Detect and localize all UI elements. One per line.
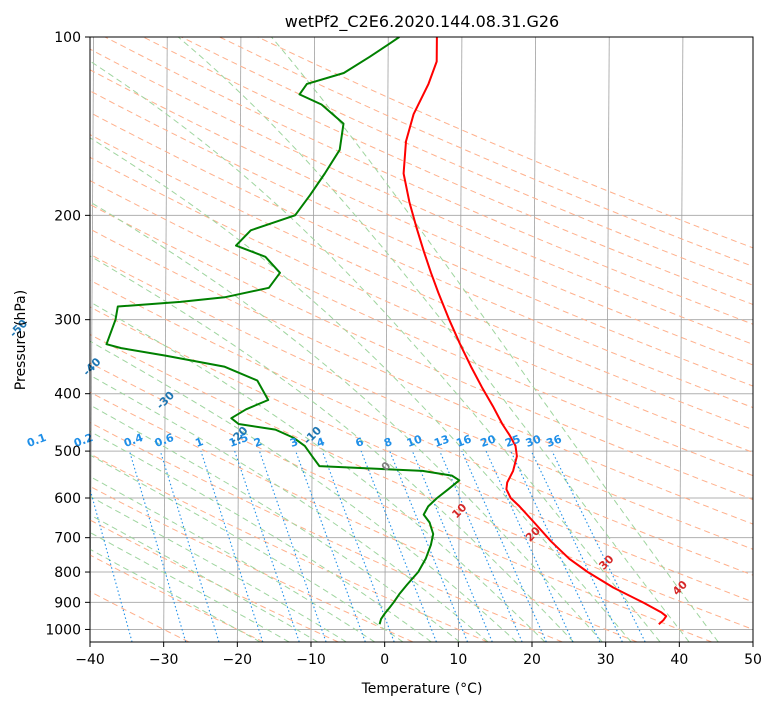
mixing-ratio-line bbox=[411, 450, 493, 642]
dry-adiabat bbox=[90, 279, 753, 576]
moist-adiabat bbox=[90, 255, 574, 642]
moist-adiabat bbox=[90, 454, 404, 642]
mixing-ratio-label: 2 bbox=[252, 435, 264, 450]
x-tick-label: 40 bbox=[670, 652, 688, 668]
x-axis-label: Temperature (°C) bbox=[361, 681, 483, 697]
mixing-ratio-line bbox=[439, 450, 523, 642]
mixing-ratio-line bbox=[485, 450, 574, 642]
moist-adiabat bbox=[90, 60, 661, 642]
dry-adiabat bbox=[90, 306, 753, 603]
mixing-ratio-label: 13 bbox=[432, 432, 451, 449]
mixing-ratio-label: 0.1 bbox=[25, 431, 48, 450]
mixing-ratio-line bbox=[159, 450, 220, 642]
mixing-ratio-line bbox=[200, 450, 264, 642]
profiles bbox=[105, 37, 668, 625]
mixing-ratio-label: 20 bbox=[479, 432, 498, 450]
chart-title: wetPf2_C2E6.2020.144.08.31.G26 bbox=[285, 12, 559, 32]
dry-adiabat bbox=[90, 90, 753, 387]
y-tick-label: 700 bbox=[54, 531, 81, 547]
mixing-ratio-label: 36 bbox=[545, 432, 564, 450]
mixing-ratio-label: 8 bbox=[382, 435, 394, 450]
isotherm-line bbox=[457, 37, 463, 642]
y-tick-label: 400 bbox=[54, 387, 81, 403]
mixing-ratio-label: 6 bbox=[354, 435, 366, 450]
mixing-ratio-line bbox=[90, 487, 133, 642]
mixing-ratio-line bbox=[295, 450, 366, 642]
plot-frame bbox=[89, 36, 754, 643]
mixing-ratio-label: 1 bbox=[194, 435, 206, 450]
isotherm-line bbox=[236, 37, 242, 642]
isotherm-line bbox=[90, 37, 94, 642]
dry-adiabat bbox=[90, 333, 753, 630]
plot-area bbox=[90, 37, 753, 642]
moist-adiabat bbox=[90, 404, 461, 642]
axes: −40 −30 −20 −10 0 10 20 30 40 5010020030040050060… bbox=[45, 30, 762, 668]
temperature-profile bbox=[402, 37, 668, 625]
mixing-ratio-line bbox=[128, 450, 187, 642]
y-tick-label: 500 bbox=[54, 444, 81, 460]
dry-adiabat bbox=[90, 554, 264, 642]
dry-adiabat bbox=[104, 37, 753, 325]
y-tick-label: 300 bbox=[54, 313, 81, 329]
dry-adiabat bbox=[90, 453, 488, 642]
isotherm-line bbox=[605, 37, 610, 642]
mixing-ratio-label: 3 bbox=[288, 435, 300, 450]
moist-adiabat bbox=[90, 201, 603, 642]
mixing-ratio-label: 10 bbox=[405, 432, 424, 450]
x-tick-label: 30 bbox=[597, 652, 615, 668]
mixing-ratio-label: 30 bbox=[524, 432, 543, 450]
y-tick-label: 1000 bbox=[45, 622, 81, 638]
mixing-ratio-label: 0.2 bbox=[72, 431, 95, 450]
moist-adiabat bbox=[177, 37, 690, 642]
mixing-ratio-line bbox=[258, 450, 327, 642]
x-tick-label: −30 bbox=[149, 652, 179, 668]
dewpoint-profile bbox=[105, 37, 461, 625]
isotherm-line bbox=[163, 37, 168, 642]
moist-adiabat bbox=[90, 340, 517, 642]
x-tick-label: 50 bbox=[744, 652, 762, 668]
isotherm-line bbox=[310, 37, 315, 642]
mixing-ratio-label: 0.4 bbox=[122, 431, 145, 450]
mixing-ratio-label: 4 bbox=[315, 435, 327, 450]
x-tick-label: −40 bbox=[75, 652, 105, 668]
mixing-ratio-line bbox=[234, 450, 300, 642]
x-tick-label: 10 bbox=[449, 652, 467, 668]
dry-adiabat bbox=[90, 362, 712, 642]
moist-adiabat bbox=[90, 495, 347, 642]
y-axis-label: Pressure (hPa) bbox=[13, 290, 29, 390]
moist-adiabat bbox=[90, 301, 546, 642]
y-tick-label: 200 bbox=[54, 208, 81, 224]
mixing-ratio-label: 1.5 bbox=[227, 431, 250, 450]
dry-adiabat bbox=[90, 156, 753, 453]
mixing-ratio-label: 16 bbox=[454, 432, 473, 450]
y-tick-label: 100 bbox=[54, 30, 81, 46]
mixing-ratio-line bbox=[530, 450, 623, 642]
moist-adiabat bbox=[90, 430, 432, 642]
isotherm-line bbox=[678, 37, 684, 642]
mixing-ratio-label: 0.6 bbox=[153, 431, 176, 450]
dry-adiabat bbox=[90, 228, 753, 525]
y-tick-label: 600 bbox=[54, 491, 81, 507]
moist-adiabat bbox=[90, 137, 632, 642]
moist-adiabat bbox=[90, 514, 319, 642]
x-tick-label: 20 bbox=[523, 652, 541, 668]
dry-adiabat bbox=[90, 391, 638, 642]
dry-adiabat bbox=[90, 590, 190, 642]
x-tick-label: −10 bbox=[296, 652, 326, 668]
x-tick-label: −20 bbox=[223, 652, 253, 668]
dry-adiabat bbox=[90, 180, 753, 477]
y-tick-label: 900 bbox=[54, 595, 81, 611]
mixing-ratio-line bbox=[461, 450, 547, 642]
line-labels: 0.10.20.40.611.52346810131620253036-100-… bbox=[7, 317, 690, 598]
y-tick-label: 800 bbox=[54, 565, 81, 581]
moist-adiabat bbox=[271, 37, 719, 642]
x-tick-label: 0 bbox=[380, 652, 389, 668]
mixing-ratio-line bbox=[551, 450, 646, 642]
mixing-ratio-label: 25 bbox=[503, 432, 522, 449]
isotherm-line bbox=[384, 37, 389, 642]
dry-adiabat bbox=[90, 253, 753, 550]
dry-adiabat bbox=[90, 485, 414, 642]
